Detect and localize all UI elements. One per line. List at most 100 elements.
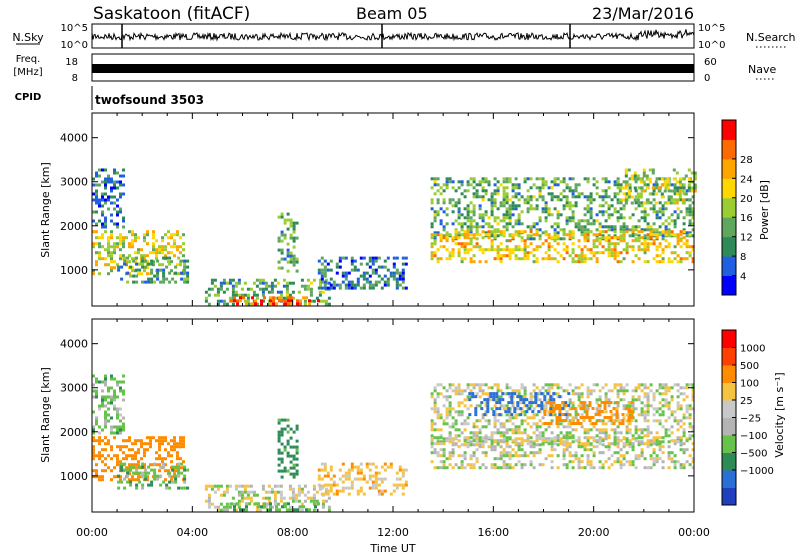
colorbar-tick-label-5: 24 <box>740 174 753 185</box>
echo-cell <box>439 383 443 387</box>
echo-cell <box>595 439 599 443</box>
echo-cell <box>562 177 566 181</box>
echo-cell <box>104 463 107 467</box>
echo-cell <box>523 419 527 423</box>
echo-cell <box>523 245 527 249</box>
echo-cell <box>113 186 116 190</box>
echo-cell <box>141 471 145 475</box>
echo-cell <box>550 460 554 464</box>
echo-cell <box>688 189 692 193</box>
echo-cell <box>589 463 593 467</box>
echo-cell <box>460 260 464 264</box>
echo-cell <box>505 222 509 226</box>
echo-cell <box>170 245 173 249</box>
echo-cell <box>505 248 509 252</box>
echo-cell <box>565 439 569 443</box>
echo-cell <box>663 189 667 193</box>
echo-cell <box>610 254 614 258</box>
echo-cell <box>535 428 539 432</box>
echo-cell <box>463 466 467 470</box>
echo-cell <box>277 448 281 452</box>
echo-cell <box>673 466 677 470</box>
echo-cell <box>661 383 665 387</box>
echo-cell <box>119 210 122 214</box>
echo-cell <box>324 299 328 303</box>
echo-cell <box>176 445 179 449</box>
echo-cell <box>290 296 293 300</box>
echo-cell <box>495 395 499 399</box>
echo-cell <box>571 204 575 208</box>
echo-cell <box>502 216 506 220</box>
echo-cell <box>472 204 476 208</box>
echo-cell <box>95 171 98 175</box>
echo-cell <box>514 431 518 435</box>
echo-cell <box>104 377 107 381</box>
echo-cell <box>135 268 139 272</box>
echo-cell <box>158 469 161 473</box>
echo-cell <box>499 451 503 455</box>
echo-cell <box>493 219 497 223</box>
echo-cell <box>601 431 605 435</box>
echo-cell <box>463 236 467 240</box>
echo-cell <box>643 392 647 396</box>
echo-cell <box>344 274 348 278</box>
echo-cell <box>490 466 494 470</box>
echo-cell <box>478 383 482 387</box>
echo-cell <box>676 404 680 408</box>
echo-cell <box>457 254 461 258</box>
echo-cell <box>158 463 161 467</box>
echo-cell <box>492 413 496 417</box>
echo-cell <box>601 428 605 432</box>
echo-cell <box>652 398 656 402</box>
echo-cell <box>466 207 470 211</box>
echo-cell <box>628 445 632 449</box>
echo-cell <box>126 480 130 484</box>
echo-cell <box>289 233 293 237</box>
echo-cell <box>679 404 683 408</box>
echo-cell <box>502 189 506 193</box>
echo-cell <box>312 278 316 282</box>
echo-cell <box>649 443 653 447</box>
echo-cell <box>670 398 674 402</box>
echo-cell <box>451 198 455 202</box>
echo-cell <box>147 471 151 475</box>
echo-cell <box>460 225 464 229</box>
echo-cell <box>610 454 614 458</box>
echo-cell <box>98 431 101 435</box>
echo-cell <box>633 174 637 178</box>
echo-cell <box>168 280 172 284</box>
echo-cell <box>213 293 217 297</box>
echo-cell <box>92 192 95 196</box>
echo-cell <box>562 404 566 408</box>
echo-cell <box>637 395 641 399</box>
echo-cell <box>550 213 554 217</box>
echo-cell <box>457 236 461 240</box>
echo-cell <box>237 502 241 506</box>
echo-cell <box>92 475 95 479</box>
echo-cell <box>502 463 506 467</box>
echo-cell <box>502 180 506 184</box>
echo-cell <box>652 407 656 411</box>
echo-cell <box>141 280 145 284</box>
echo-cell <box>646 228 650 232</box>
echo-cell <box>445 466 449 470</box>
echo-cell <box>691 442 695 446</box>
echo-cell <box>580 454 584 458</box>
echo-cell <box>619 466 623 470</box>
echo-cell <box>277 248 281 252</box>
echo-cell <box>541 242 545 246</box>
echo-cell <box>651 186 655 190</box>
echo-cell <box>463 457 467 461</box>
echo-cell <box>362 277 366 281</box>
echo-cell <box>688 407 692 411</box>
echo-cell <box>574 410 578 414</box>
echo-cell <box>347 271 351 275</box>
echo-cell <box>296 302 299 306</box>
echo-cell <box>107 454 110 458</box>
echo-cell <box>535 177 539 181</box>
echo-cell <box>368 256 372 260</box>
echo-cell <box>604 422 608 426</box>
echo-cell <box>634 254 638 258</box>
echo-cell <box>451 251 455 255</box>
echo-cell <box>631 463 635 467</box>
